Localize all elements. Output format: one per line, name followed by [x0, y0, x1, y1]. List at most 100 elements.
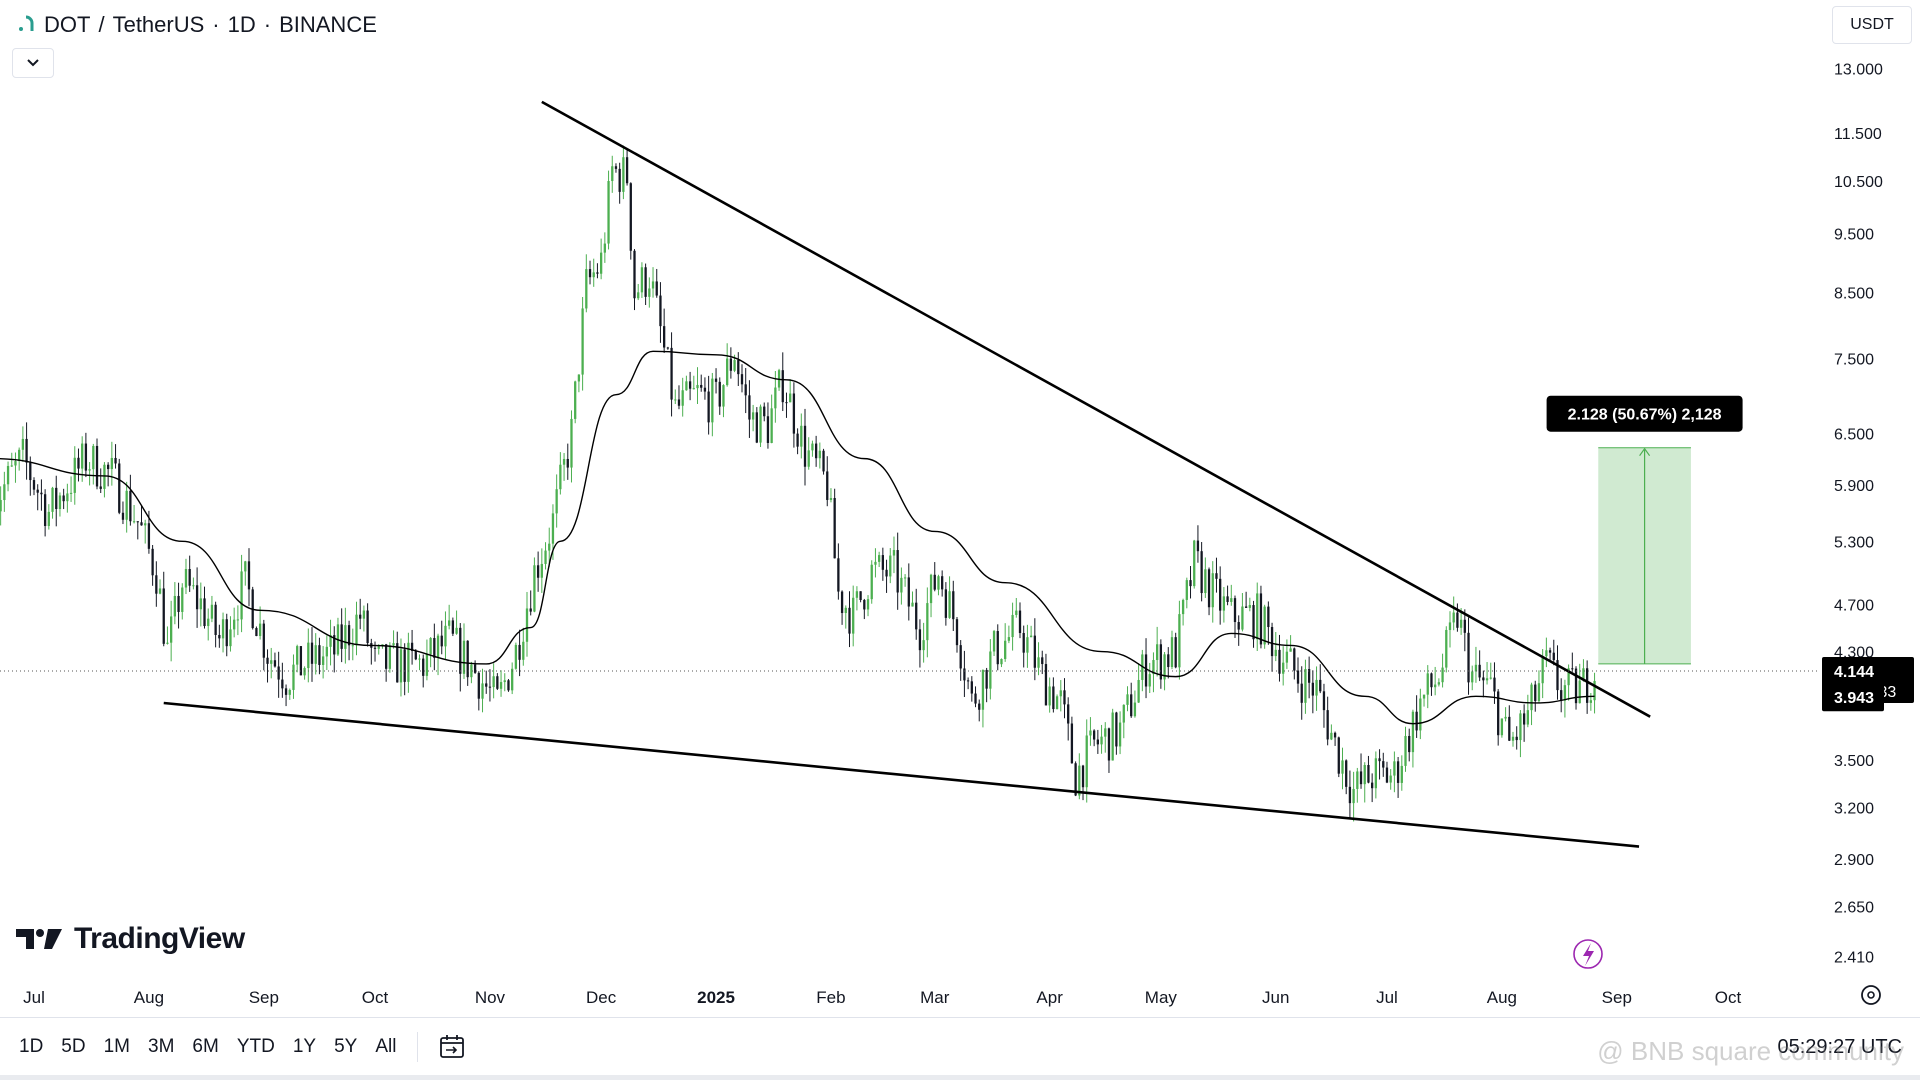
candle: [1415, 695, 1418, 738]
candle: [1133, 690, 1137, 718]
candle: [877, 551, 881, 568]
calendar-range-icon: [440, 1035, 465, 1058]
candle: [596, 263, 599, 279]
candle: [803, 408, 807, 486]
candle: [540, 548, 543, 593]
candle: [1467, 617, 1470, 695]
candle: [1393, 751, 1396, 793]
y-tick-label: 7.500: [1834, 351, 1874, 368]
y-tick-label: 13.000: [1834, 61, 1883, 78]
candle: [633, 249, 636, 311]
candle: [929, 573, 933, 618]
candle: [1237, 615, 1240, 646]
candle: [1363, 762, 1366, 803]
candle: [1545, 637, 1548, 668]
candle: [511, 662, 514, 695]
timeframe-button-5d[interactable]: 5D: [61, 1036, 86, 1057]
candle: [911, 591, 914, 607]
candle: [544, 542, 547, 570]
candle: [92, 443, 95, 485]
candle: [522, 627, 525, 666]
candle: [84, 432, 88, 478]
candle: [892, 536, 896, 574]
x-tick-label: May: [1145, 988, 1178, 1007]
candle: [1230, 584, 1233, 606]
candle: [729, 347, 733, 379]
candle: [507, 679, 510, 692]
candle: [106, 462, 110, 487]
candle: [1341, 747, 1344, 790]
candle: [166, 626, 169, 645]
upper-trendline[interactable]: [541, 100, 1651, 718]
candle: [1515, 726, 1518, 750]
timeframe-button-6m[interactable]: 6M: [192, 1036, 219, 1057]
timeframe-button-5y[interactable]: 5Y: [334, 1036, 358, 1057]
timeframe-button-ytd[interactable]: YTD: [236, 1036, 275, 1057]
candle: [770, 394, 773, 444]
y-tick-label: 9.500: [1834, 227, 1874, 244]
symbol-header[interactable]: DOT / TetherUS · 1D · BINANCE: [16, 10, 377, 40]
candle: [603, 232, 606, 263]
candle: [1193, 539, 1196, 589]
collapse-legend-button[interactable]: [12, 48, 54, 78]
lightning-icon[interactable]: [1573, 939, 1603, 969]
candle: [1348, 770, 1352, 819]
candle: [55, 475, 58, 527]
candle: [277, 651, 280, 698]
candle: [325, 635, 328, 671]
timeframe-button-all[interactable]: All: [375, 1036, 397, 1057]
candle: [73, 446, 76, 505]
candle: [1141, 649, 1144, 692]
candle: [288, 688, 291, 700]
candle: [648, 277, 651, 308]
timeframe-button-1d[interactable]: 1D: [19, 1036, 44, 1057]
candle: [959, 640, 962, 681]
candle: [1315, 666, 1318, 711]
candle: [870, 560, 873, 604]
candle: [1441, 653, 1444, 688]
price-chart[interactable]: 13.000 11.500 10.500 9.500 8.500 7.500 6.500 5.…: [0, 0, 1920, 1017]
candle: [811, 440, 814, 457]
candle: [1007, 625, 1011, 644]
utc-clock[interactable]: 05:29:27 UTC: [1777, 1036, 1902, 1058]
candle: [970, 676, 973, 702]
candle: [448, 604, 451, 630]
candle: [262, 619, 265, 671]
lower-trendline[interactable]: [163, 701, 1640, 848]
candle: [384, 643, 388, 682]
candle: [759, 404, 762, 448]
timeframe-button-3m[interactable]: 3M: [148, 1036, 175, 1057]
candle: [1004, 623, 1007, 662]
candle: [425, 639, 429, 681]
candle: [481, 668, 484, 713]
candle: [151, 544, 154, 586]
candle: [677, 385, 681, 410]
timeframe-button-1y[interactable]: 1Y: [292, 1036, 317, 1057]
gear-icon[interactable]: [1861, 985, 1881, 1005]
candle: [1037, 642, 1040, 676]
candle: [1382, 752, 1385, 777]
date-range-button[interactable]: [432, 1029, 472, 1065]
candle: [440, 620, 443, 655]
candle: [1100, 724, 1103, 754]
candle: [1096, 729, 1099, 754]
currency-button[interactable]: USDT: [1832, 6, 1912, 44]
candle: [18, 447, 21, 471]
timeframe-button-1m[interactable]: 1M: [103, 1036, 130, 1057]
candle: [792, 382, 796, 448]
candle: [844, 605, 847, 629]
candle: [451, 617, 455, 637]
candle: [685, 375, 688, 391]
candle: [700, 374, 703, 392]
y-tick-label: 3.500: [1834, 753, 1874, 770]
candle: [1067, 697, 1070, 741]
candle: [1508, 705, 1511, 742]
x-tick-label: Apr: [1036, 988, 1063, 1007]
candle: [1471, 665, 1474, 691]
candle: [203, 586, 206, 629]
watermark: @ BNB square community: [1597, 1036, 1904, 1067]
y-tick-label: 10.500: [1834, 174, 1883, 191]
candle: [344, 607, 347, 664]
timeframe-buttons: 1D 5D 1M 3M 6M YTD 1Y 5Y All: [10, 1029, 405, 1065]
candle: [1111, 708, 1114, 761]
